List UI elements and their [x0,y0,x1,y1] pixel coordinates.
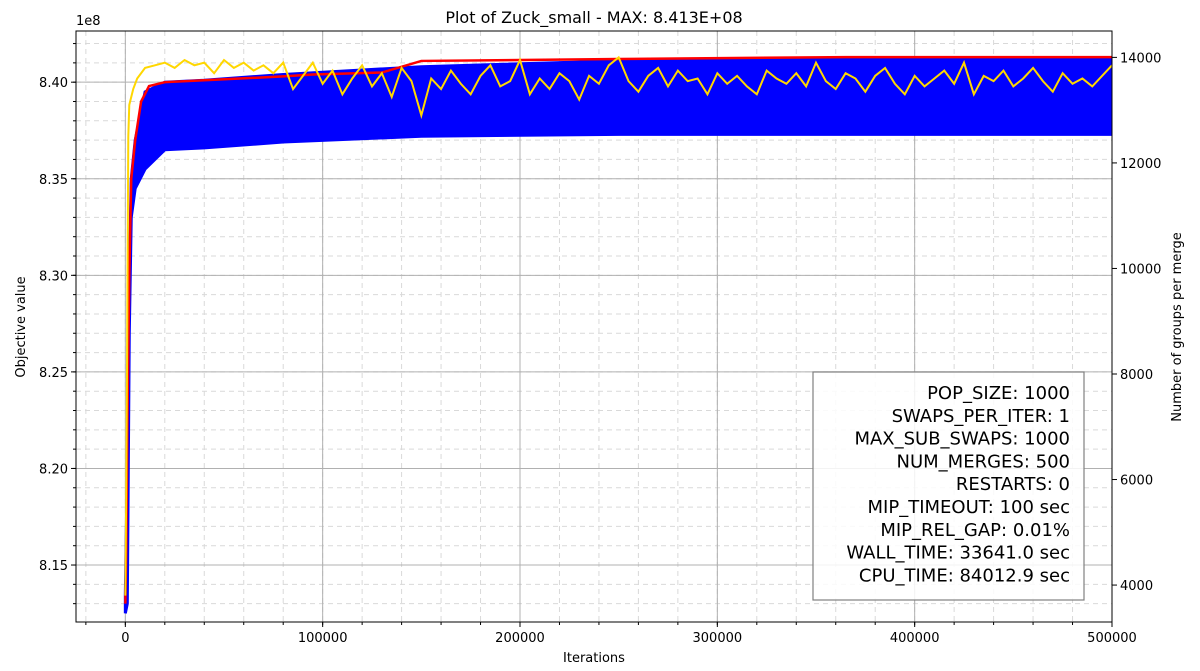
best-objective-line [124,55,1112,604]
y-tick-label: 8.25 [39,366,68,381]
info-line: NUM_MERGES: 500 [897,451,1070,472]
y-tick-label: 8.35 [39,173,68,188]
y-tick-label: 8.40 [39,76,68,91]
y-tick-label: 8.30 [39,269,68,284]
y2-axis-label: Number of groups per merge [1170,232,1185,421]
info-line: POP_SIZE: 1000 [927,383,1070,404]
y2-tick-label: 8000 [1120,368,1153,383]
x-tick-label: 300000 [693,631,743,646]
groups-per-merge-line [124,55,1112,596]
y-axis-label: Objective value [14,276,29,377]
info-line: WALL_TIME: 33641.0 sec [846,543,1070,564]
y2-tick-label: 14000 [1120,51,1161,66]
x-axis-label: Iterations [563,651,625,666]
y2-axis-ticks: 4000 6000 8000 10000 12000 14000 [1112,51,1161,594]
offset-text: 1e8 [76,14,101,29]
info-line: MIP_TIMEOUT: 100 sec [868,497,1070,518]
y2-tick-label: 10000 [1120,262,1161,277]
plot-frame [75,30,1113,623]
x-tick-label: 100000 [298,631,348,646]
info-line: CPU_TIME: 84012.9 sec [859,565,1070,586]
y-tick-label: 8.15 [39,559,68,574]
info-line: RESTARTS: 0 [956,474,1070,495]
y2-tick-label: 6000 [1120,474,1153,489]
y-tick-label: 8.20 [39,462,68,477]
y-axis-ticks: 8.15 8.20 8.25 8.30 8.35 8.40 [39,43,76,605]
x-tick-label: 400000 [890,631,940,646]
population-band [123,57,1112,614]
y2-tick-label: 4000 [1120,579,1153,594]
info-line: MAX_SUB_SWAPS: 1000 [854,429,1070,450]
info-line: MIP_REL_GAP: 0.01% [880,520,1070,541]
x-tick-label: 0 [121,631,129,646]
chart-title: Plot of Zuck_small - MAX: 8.413E+08 [445,8,742,28]
x-tick-label: 500000 [1087,631,1137,646]
x-tick-label: 200000 [495,631,545,646]
x-axis-ticks: 0 100000 200000 300000 400000 500000 [85,622,1137,646]
info-line: SWAPS_PER_ITER: 1 [892,406,1070,427]
y2-tick-label: 12000 [1120,157,1161,172]
